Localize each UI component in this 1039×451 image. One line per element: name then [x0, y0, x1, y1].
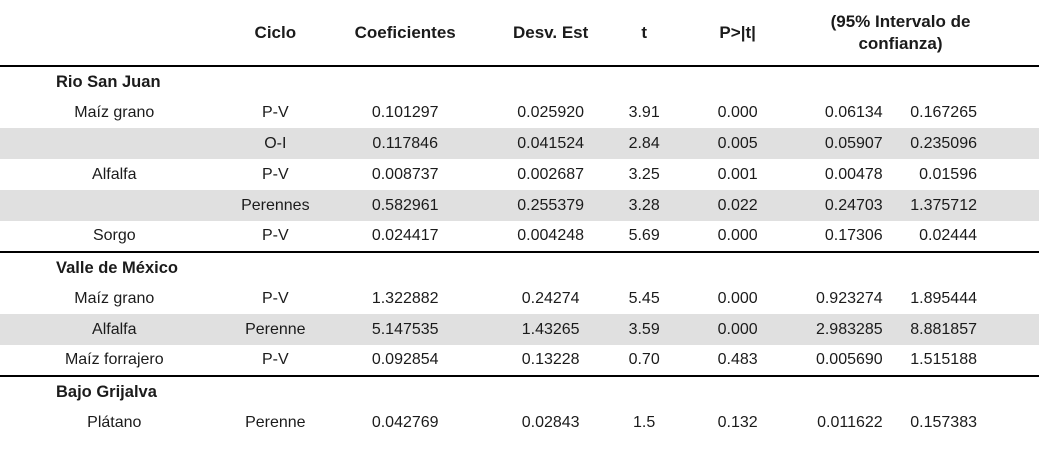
- table-header: Ciclo Coeficientes Desv. Est t P>|t| (95…: [0, 4, 1039, 67]
- cell-t: 1.5: [633, 413, 656, 431]
- cell-ci_superior: 1.895444: [910, 289, 977, 307]
- table-row: Perennes 0.582961 0.255379 3.28 0.022 0.24703…: [0, 190, 1039, 221]
- cell-cultivo: Alfalfa: [92, 320, 137, 338]
- cell-ci_superior: 0.157383: [910, 413, 977, 431]
- cell-p: 0.022: [717, 196, 758, 214]
- section-title: Valle de México: [0, 251, 1039, 283]
- cell-coeficiente: 0.582961: [371, 196, 439, 214]
- cell-ci_superior: 0.01596: [919, 165, 977, 183]
- table-row: Sorgo P-V 0.024417 0.004248 5.69 0.000 0.17306…: [0, 221, 1039, 252]
- cell-ci_superior: 8.881857: [910, 320, 977, 338]
- table-body: Rio San Juan Maíz grano P-V 0.101297 0.02592…: [0, 65, 1039, 438]
- cell-ci_inferior: 0.06134: [824, 103, 883, 121]
- cell-cultivo: Alfalfa: [92, 165, 137, 183]
- cell-p: 0.000: [717, 227, 758, 244]
- cell-desv_est: 0.041524: [517, 134, 585, 152]
- cell-p: 0.000: [717, 320, 758, 338]
- cell-t: 3.28: [628, 196, 660, 214]
- cell-t: 2.84: [628, 134, 660, 152]
- table-row: Maíz grano P-V 0.101297 0.025920 3.91 0.000 0.…: [0, 97, 1039, 128]
- cell-desv_est: 0.255379: [517, 196, 585, 214]
- cell-ciclo: Perennes: [241, 196, 310, 214]
- table-row: Alfalfa Perenne 5.147535 1.43265 3.59 0.000 2.…: [0, 314, 1039, 345]
- cell-ci_inferior: 0.24703: [824, 196, 883, 214]
- col-header-intervalo-confianza: (95% Intervalo de confianza): [799, 4, 1039, 67]
- col-header-cultivo: [0, 4, 229, 67]
- cell-cultivo: Sorgo: [92, 227, 136, 244]
- col-header-t: t: [612, 4, 676, 67]
- cell-ciclo: P-V: [261, 165, 289, 183]
- cell-ci_superior: 1.375712: [910, 196, 977, 214]
- cell-desv_est: 0.025920: [517, 103, 585, 121]
- cell-t: 5.69: [628, 227, 660, 244]
- cell-cultivo: [0, 128, 229, 159]
- cell-ci_superior: 0.02444: [919, 227, 977, 244]
- cell-ciclo: O-I: [264, 134, 287, 152]
- cell-p: 0.000: [717, 289, 758, 307]
- section-title: Rio San Juan: [0, 65, 1039, 97]
- cell-ci_inferior: 0.05907: [824, 134, 883, 152]
- cell-p: 0.132: [717, 413, 758, 431]
- header-row: Ciclo Coeficientes Desv. Est t P>|t| (95…: [0, 4, 1039, 67]
- section-header-row: Valle de México: [0, 251, 1039, 283]
- table-row: Maíz forrajero P-V 0.092854 0.13228 0.70 0.48…: [0, 345, 1039, 376]
- cell-coeficiente: 0.101297: [371, 103, 439, 121]
- cell-ci_inferior: 2.983285: [815, 320, 883, 338]
- cell-p: 0.001: [717, 165, 758, 183]
- cell-cultivo: Maíz forrajero: [64, 351, 164, 368]
- cell-desv_est: 0.13228: [521, 351, 580, 368]
- cell-coeficiente: 0.117846: [372, 134, 438, 152]
- cell-cultivo: [0, 190, 229, 221]
- cell-ci_inferior: 0.923274: [815, 289, 883, 307]
- cell-ci_inferior: 0.011622: [817, 413, 883, 431]
- cell-coeficiente: 0.008737: [371, 165, 439, 183]
- cell-ci_superior: 0.167265: [910, 103, 977, 121]
- cell-t: 0.70: [628, 351, 660, 368]
- cell-ciclo: P-V: [261, 227, 289, 244]
- cell-t: 3.59: [628, 320, 660, 338]
- cell-p: 0.005: [717, 134, 758, 152]
- table-row: O-I 0.117846 0.041524 2.84 0.005 0.05907 0.235…: [0, 128, 1039, 159]
- cell-ci_superior: 0.235096: [910, 134, 977, 152]
- cell-ci_superior: 1.515188: [910, 351, 977, 368]
- cell-desv_est: 0.02843: [521, 413, 580, 431]
- cell-desv_est: 0.24274: [521, 289, 580, 307]
- section-title: Bajo Grijalva: [0, 375, 1039, 407]
- cell-ci_inferior: 0.00478: [824, 165, 883, 183]
- cell-cultivo: Plátano: [87, 413, 142, 431]
- col-header-p: P>|t|: [675, 4, 800, 67]
- col-header-coeficientes: Coeficientes: [322, 4, 489, 67]
- cell-coeficiente: 5.147535: [371, 320, 439, 338]
- cell-coeficiente: 1.322882: [371, 289, 439, 307]
- cell-t: 3.25: [628, 165, 660, 183]
- cell-ciclo: P-V: [261, 103, 289, 121]
- table-row: Alfalfa P-V 0.008737 0.002687 3.25 0.001 0.004…: [0, 159, 1039, 190]
- cell-ci_inferior: 0.005690: [815, 351, 883, 368]
- table-row: Maíz grano P-V 1.322882 0.24274 5.45 0.000 0.9…: [0, 283, 1039, 314]
- cell-coeficiente: 0.042769: [371, 413, 439, 431]
- cell-t: 3.91: [628, 103, 660, 121]
- cell-coeficiente: 0.092854: [371, 351, 439, 368]
- cell-ciclo: Perenne: [245, 320, 306, 338]
- cell-ciclo: P-V: [261, 289, 289, 307]
- regression-results-table: Ciclo Coeficientes Desv. Est t P>|t| (95…: [0, 4, 1039, 438]
- col-header-ciclo: Ciclo: [228, 4, 323, 67]
- section-header-row: Bajo Grijalva: [0, 375, 1039, 407]
- cell-cultivo: Maíz grano: [74, 103, 155, 121]
- cell-desv_est: 0.004248: [517, 227, 585, 244]
- table-row: Plátano Perenne 0.042769 0.02843 1.5 0.132 0.0…: [0, 407, 1039, 438]
- cell-desv_est: 1.43265: [521, 320, 580, 338]
- cell-ciclo: P-V: [261, 351, 289, 368]
- cell-p: 0.000: [717, 103, 758, 121]
- cell-p: 0.483: [717, 351, 758, 368]
- cell-desv_est: 0.002687: [517, 165, 585, 183]
- cell-cultivo: Maíz grano: [74, 289, 155, 307]
- cell-t: 5.45: [628, 289, 660, 307]
- cell-ciclo: Perenne: [245, 413, 306, 431]
- cell-coeficiente: 0.024417: [371, 227, 439, 244]
- section-header-row: Rio San Juan: [0, 65, 1039, 97]
- cell-ci_inferior: 0.17306: [824, 227, 883, 244]
- col-header-desv-est: Desv. Est: [488, 4, 613, 67]
